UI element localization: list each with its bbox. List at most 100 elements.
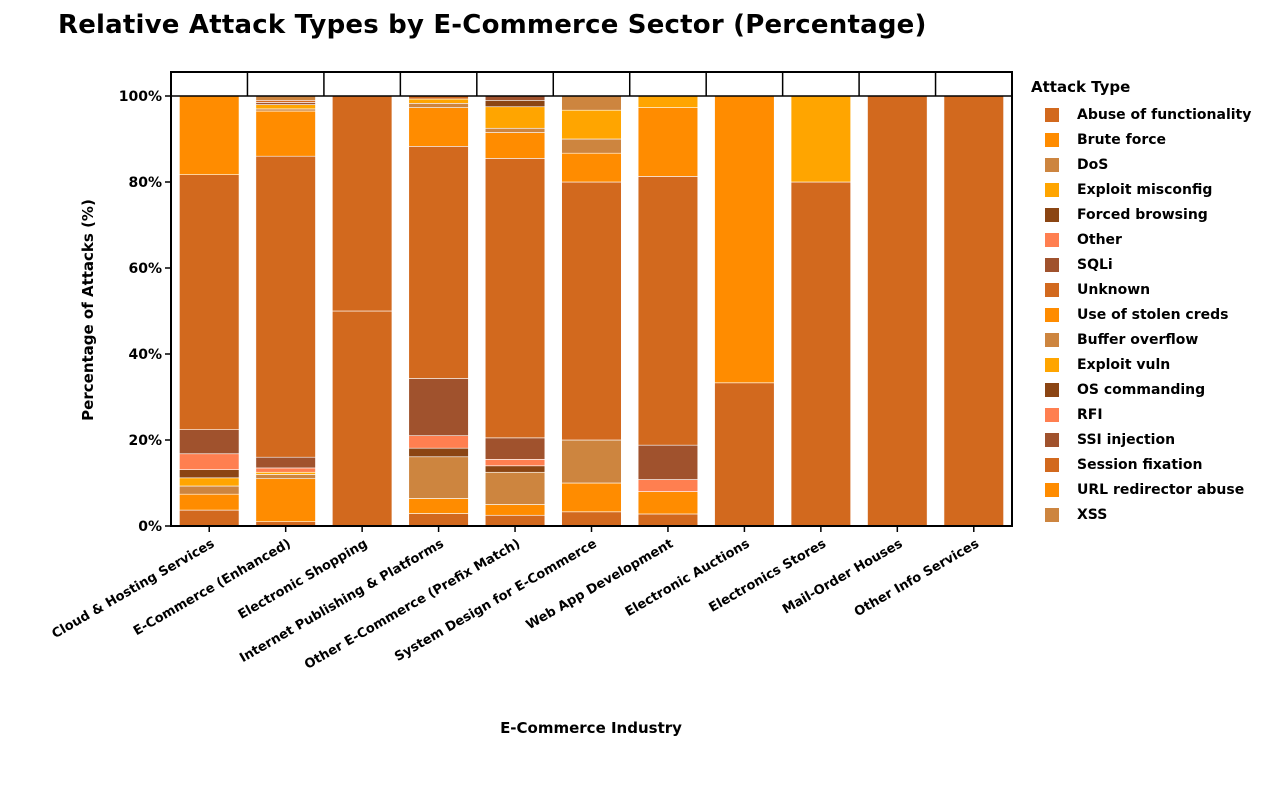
y-tick-label: 80% — [128, 175, 162, 191]
bar-segment — [255, 467, 316, 473]
bar-segment — [790, 95, 851, 183]
legend-label: Session fixation — [1077, 456, 1203, 473]
legend-swatch — [1045, 157, 1059, 172]
legend-swatch — [1045, 482, 1059, 497]
legend-swatch — [1045, 257, 1059, 272]
bar-segment — [484, 459, 546, 467]
legend-item: Unknown — [1031, 277, 1251, 302]
legend-label: Abuse of functionality — [1077, 106, 1252, 123]
bar-segment — [255, 108, 316, 112]
y-tick-label: 40% — [128, 347, 162, 363]
legend-item: Forced browsing — [1031, 202, 1251, 227]
legend-label: DoS — [1077, 156, 1109, 173]
bar-segment — [179, 94, 240, 175]
legend-swatch — [1045, 332, 1059, 347]
bar-segment — [179, 477, 240, 487]
legend-label: Other — [1077, 231, 1122, 248]
legend-label: Exploit misconfig — [1077, 181, 1213, 198]
legend-item: DoS — [1031, 152, 1251, 177]
legend-swatch — [1045, 282, 1059, 297]
bar-segment — [255, 471, 316, 475]
legend-label: RFI — [1077, 406, 1103, 423]
bar-segment — [484, 514, 546, 527]
bar-segment — [255, 456, 316, 469]
legend-label: Forced browsing — [1077, 206, 1208, 223]
legend-label: URL redirector abuse — [1077, 481, 1245, 498]
legend-title: Attack Type — [1031, 78, 1131, 96]
bar-segment — [561, 95, 622, 111]
bar-segment — [637, 176, 699, 446]
legend-item: Brute force — [1031, 127, 1251, 152]
bar-segment — [484, 465, 546, 473]
bar-segment — [408, 146, 469, 379]
legend-item: Exploit vuln — [1031, 352, 1251, 377]
legend-label: Unknown — [1077, 281, 1151, 298]
bar-segment — [484, 106, 546, 129]
legend-swatch — [1045, 132, 1059, 147]
bar-segment — [408, 513, 469, 527]
x-tick-label: Electronic Shopping — [236, 536, 370, 622]
bar-segment — [637, 95, 699, 108]
legend-swatch — [1045, 407, 1059, 422]
legend-label: Brute force — [1077, 131, 1167, 148]
legend-item: SSI injection — [1031, 427, 1251, 452]
legend-swatch — [1045, 382, 1059, 397]
legend-label: SSI injection — [1077, 431, 1176, 448]
legend-swatch — [1045, 357, 1059, 372]
bar-segment — [714, 382, 775, 527]
legend-swatch — [1045, 207, 1059, 222]
bar-segment — [561, 152, 622, 183]
bar-segment — [179, 509, 240, 527]
bar-segment — [179, 469, 240, 479]
chart-title: Relative Attack Types by E-Commerce Sect… — [58, 10, 927, 40]
legend-swatch — [1045, 182, 1059, 197]
legend-item: Use of stolen creds — [1031, 302, 1251, 327]
bar-segment — [561, 138, 622, 154]
legend-label: XSS — [1077, 506, 1108, 523]
bar-segment — [790, 181, 851, 527]
bar-segment — [408, 447, 469, 458]
bar-segment — [179, 493, 240, 511]
bar-segment — [179, 429, 240, 455]
legend: Attack Type Abuse of functionality Brute … — [1031, 78, 1251, 527]
legend-item: Buffer overflow — [1031, 327, 1251, 352]
bar-segment — [332, 95, 393, 312]
bar-segment — [867, 95, 928, 527]
bar-segment — [484, 158, 546, 439]
legend-item: XSS — [1031, 502, 1251, 527]
bar-segment — [408, 98, 469, 104]
legend-swatch — [1045, 507, 1059, 522]
legend-item: SQLi — [1031, 252, 1251, 277]
x-tick-label: Web App Development — [524, 536, 676, 633]
bar-segment — [484, 471, 546, 505]
legend-swatch — [1045, 307, 1059, 322]
bar-segment — [179, 453, 240, 470]
bar-segment — [255, 100, 316, 103]
legend-label: Buffer overflow — [1077, 331, 1199, 348]
x-tick-label: Electronic Auctions — [623, 536, 753, 620]
bar-segment — [408, 435, 469, 449]
legend-label: Exploit vuln — [1077, 356, 1171, 373]
bar-segment — [179, 174, 240, 430]
bar-segment — [561, 482, 622, 513]
bars-layer — [179, 94, 1004, 527]
bar-segment — [484, 437, 546, 460]
legend-label: Use of stolen creds — [1077, 306, 1229, 323]
bar-segment — [408, 107, 469, 147]
bar-segment — [408, 498, 469, 514]
y-tick-label: 0% — [138, 519, 162, 535]
bar-segment — [943, 95, 1004, 527]
legend-swatch — [1045, 432, 1059, 447]
bar-segment — [637, 513, 699, 527]
legend-item: OS commanding — [1031, 377, 1251, 402]
x-axis-title: E-Commerce Industry — [500, 719, 682, 737]
y-axis-title: Percentage of Attacks (%) — [79, 199, 97, 421]
bar-segment — [408, 103, 469, 108]
legend-item: RFI — [1031, 402, 1251, 427]
bar-segment — [255, 110, 316, 157]
bar-segment — [484, 100, 546, 108]
bar-segment — [484, 504, 546, 516]
y-tick-label: 20% — [128, 433, 162, 449]
